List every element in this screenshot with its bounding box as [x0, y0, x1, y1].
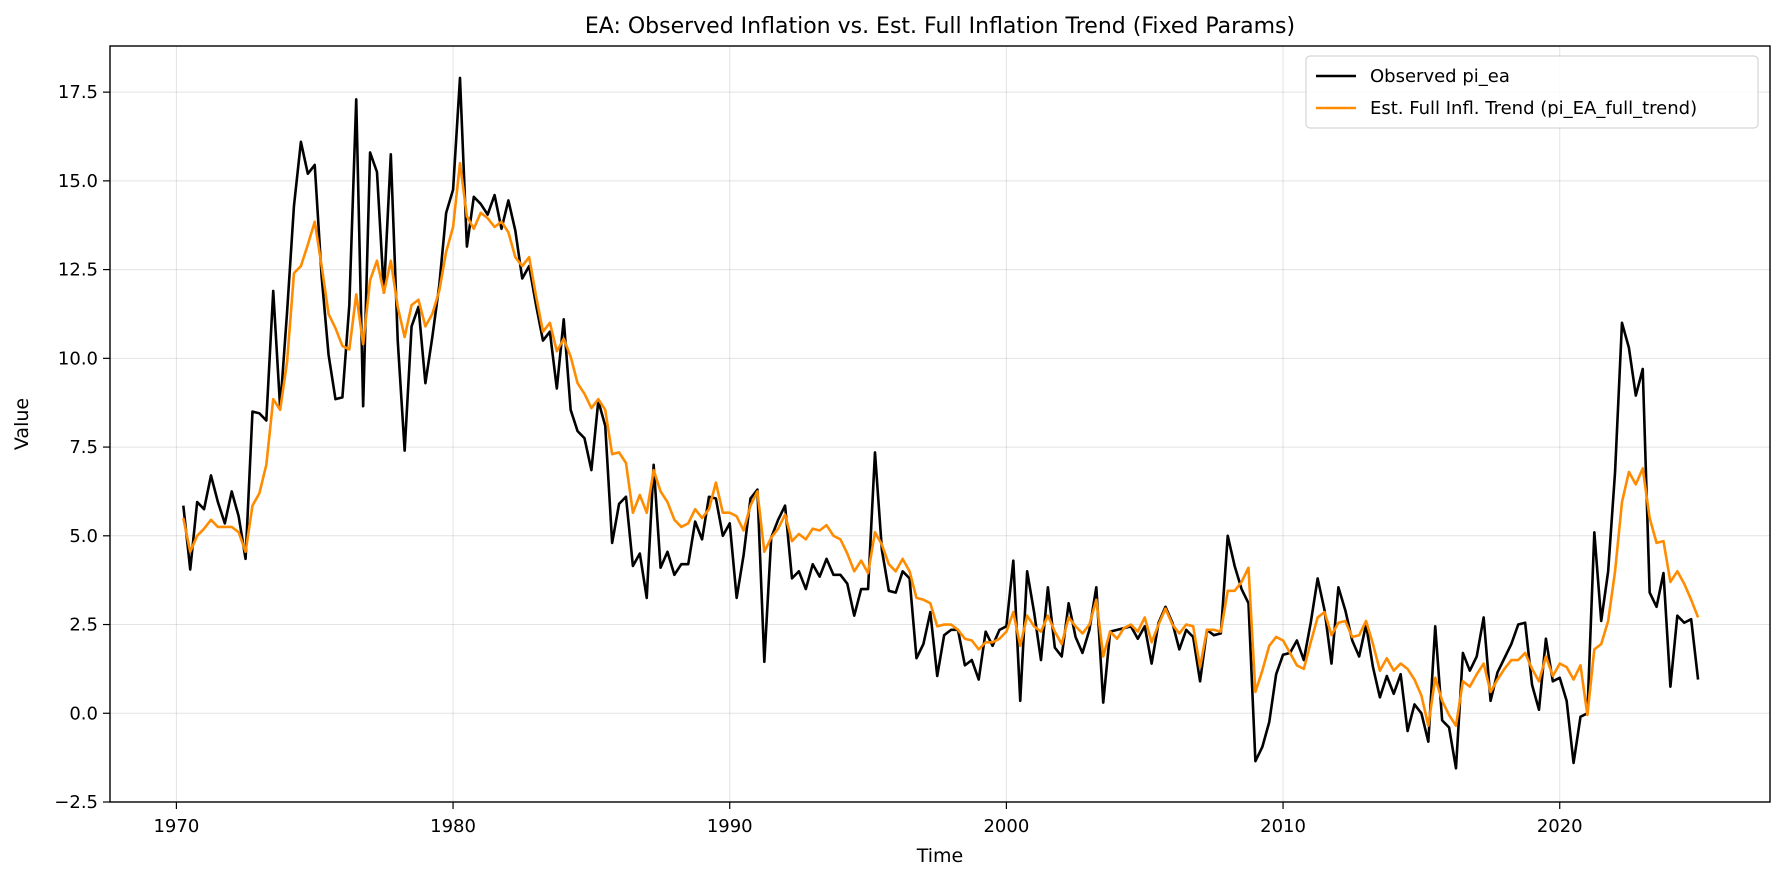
y-tick-label: −2.5 — [54, 792, 98, 813]
tick-layer: 1970 1980 1990 2000 2010 2020 −2.5 0.0 2.5 5.0 7.5… — [54, 82, 1582, 837]
legend-label-trend: Est. Full Infl. Trend (pi_EA_full_trend) — [1370, 98, 1697, 119]
y-tick-label: 5.0 — [69, 526, 98, 547]
y-tick-label: 15.0 — [58, 171, 98, 192]
legend-box — [1305, 55, 1759, 129]
series-line-observed — [182, 76, 1700, 770]
legend-label-observed: Observed pi_ea — [1370, 66, 1510, 87]
series-layer — [182, 76, 1700, 770]
x-tick-label: 1980 — [430, 816, 476, 837]
chart-title: EA: Observed Inflation vs. Est. Full Inf… — [585, 14, 1295, 39]
y-tick-label: 2.5 — [69, 615, 98, 636]
legend: Observed pi_ea Est. Full Infl. Trend (pi… — [1305, 55, 1759, 129]
x-tick-label: 1990 — [707, 816, 753, 837]
plot-frame — [109, 45, 1771, 803]
grid-layer — [110, 46, 1770, 803]
y-tick-label: 7.5 — [69, 437, 98, 458]
x-tick-label: 2000 — [983, 816, 1029, 837]
x-axis-title: Time — [916, 845, 964, 867]
x-tick-label: 2020 — [1537, 816, 1583, 837]
y-axis-title: Value — [11, 398, 33, 450]
y-tick-label: 0.0 — [69, 703, 98, 724]
y-tick-label: 17.5 — [58, 82, 98, 103]
x-tick-label: 1970 — [153, 816, 199, 837]
y-tick-label: 10.0 — [58, 348, 98, 369]
series-line-trend — [182, 161, 1700, 727]
x-tick-label: 2010 — [1260, 816, 1306, 837]
y-tick-label: 12.5 — [58, 260, 98, 281]
